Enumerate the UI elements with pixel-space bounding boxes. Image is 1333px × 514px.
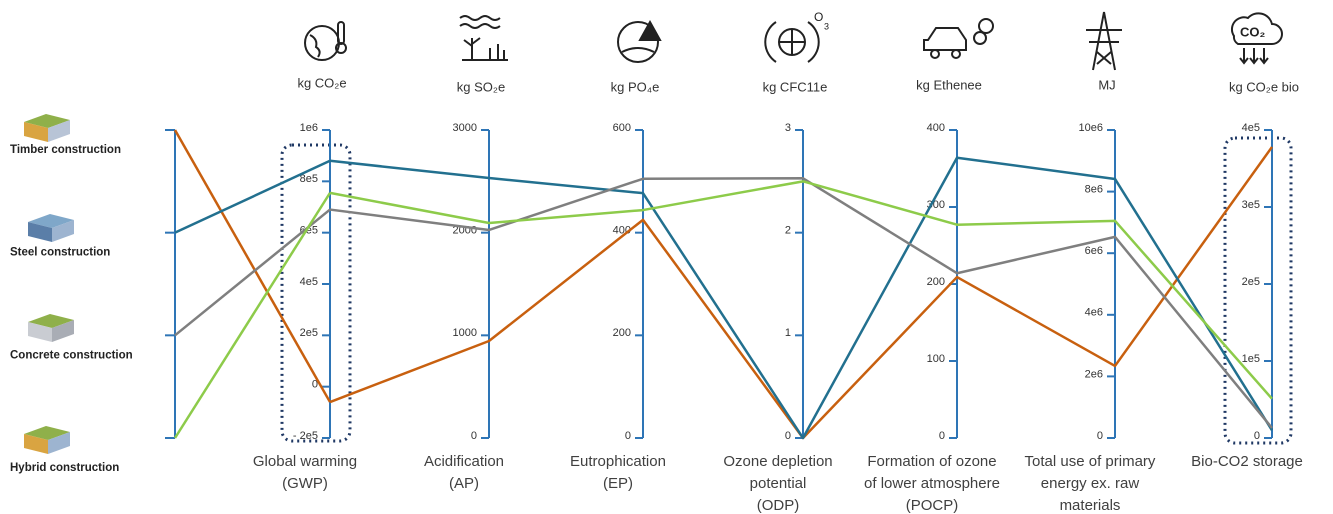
series-connector	[174, 159, 331, 234]
axis-label: Ozone depletion	[723, 453, 832, 470]
tick-label: 4e5	[300, 276, 318, 288]
tick-label: 1	[785, 327, 791, 339]
tick-label: 0	[1254, 430, 1260, 442]
tick-label: 3e5	[1242, 199, 1260, 211]
axis-label: Formation of ozone	[867, 453, 996, 470]
tick-label: 4e5	[1242, 122, 1260, 134]
tick-label: 8e6	[1085, 184, 1103, 196]
tick-label: 0	[1097, 430, 1103, 442]
svg-text:3: 3	[824, 21, 829, 31]
highlight-box	[1223, 136, 1293, 445]
series-connector	[173, 192, 332, 439]
axis-label: potential	[750, 475, 807, 492]
tick-label: 100	[927, 353, 945, 365]
axis-label: Total use of primary	[1025, 453, 1156, 470]
svg-text:CO₂: CO₂	[1240, 24, 1266, 39]
tick-label: - 2e5	[293, 430, 318, 442]
svg-text:O: O	[814, 10, 823, 24]
tick-label: 0	[939, 430, 945, 442]
tick-label: 0	[312, 379, 318, 391]
axis-label: (POCP)	[906, 497, 959, 514]
tick-label: 2e5	[300, 327, 318, 339]
axis-label: (ODP)	[757, 497, 800, 514]
tick-label: 1e5	[1242, 353, 1260, 365]
tick-label: 4e6	[1085, 307, 1103, 319]
axis-label: Eutrophication	[570, 453, 666, 470]
tick-label: 300	[927, 199, 945, 211]
series-connector	[173, 129, 332, 403]
tick-label: 2e6	[1085, 368, 1103, 380]
axis-unit: kg CFC11e	[763, 79, 828, 94]
category-label: Timber construction	[10, 144, 121, 156]
category-label: Steel construction	[10, 247, 110, 259]
building-icons	[24, 114, 74, 454]
tick-label: 3000	[453, 122, 477, 134]
tick-label: 0	[471, 430, 477, 442]
series-line	[329, 146, 1274, 440]
axis-label: Global warming	[253, 453, 357, 470]
category-label: Concrete construction	[10, 349, 133, 361]
tick-label: 6e6	[1085, 245, 1103, 257]
tick-label: 0	[785, 430, 791, 442]
axis-label: Acidification	[424, 453, 504, 470]
tick-label: 2	[785, 225, 791, 237]
tick-label: 2e5	[1242, 276, 1260, 288]
tick-label: 400	[927, 122, 945, 134]
tick-label: 3	[785, 122, 791, 134]
series-line	[329, 180, 1273, 400]
axis-label: materials	[1060, 497, 1121, 514]
axis-unit: kg SO₂e	[457, 79, 505, 94]
axis-unit: MJ	[1098, 77, 1115, 92]
series-connector	[174, 208, 331, 337]
category-label: Hybrid construction	[10, 462, 119, 474]
axis-label: energy ex. raw	[1041, 475, 1140, 492]
tick-label: 8e5	[300, 173, 318, 185]
tick-label: 600	[613, 122, 631, 134]
tick-label: 200	[927, 276, 945, 288]
axis-label: Bio-CO2 storage	[1191, 453, 1303, 470]
icons: O3 CO₂	[304, 10, 1283, 71]
tick-label: 1000	[453, 327, 477, 339]
axis-unit: kg CO₂e	[297, 75, 346, 90]
axis-unit: kg Ethenee	[916, 77, 982, 92]
axis-label: (EP)	[603, 475, 633, 492]
axis-unit: kg CO₂e bio	[1229, 79, 1299, 94]
tick-label: 1e6	[300, 122, 318, 134]
axis-label: (AP)	[449, 475, 479, 492]
tick-label: 200	[613, 327, 631, 339]
axis-unit: kg PO₄e	[611, 79, 660, 94]
axis-label: of lower atmosphere	[864, 475, 1000, 492]
series-line	[329, 156, 1274, 440]
highlight-box	[280, 143, 352, 443]
tick-label: 0	[625, 430, 631, 442]
tick-label: 10e6	[1079, 122, 1103, 134]
axis-label: (GWP)	[282, 475, 328, 492]
series-line	[329, 177, 1273, 429]
